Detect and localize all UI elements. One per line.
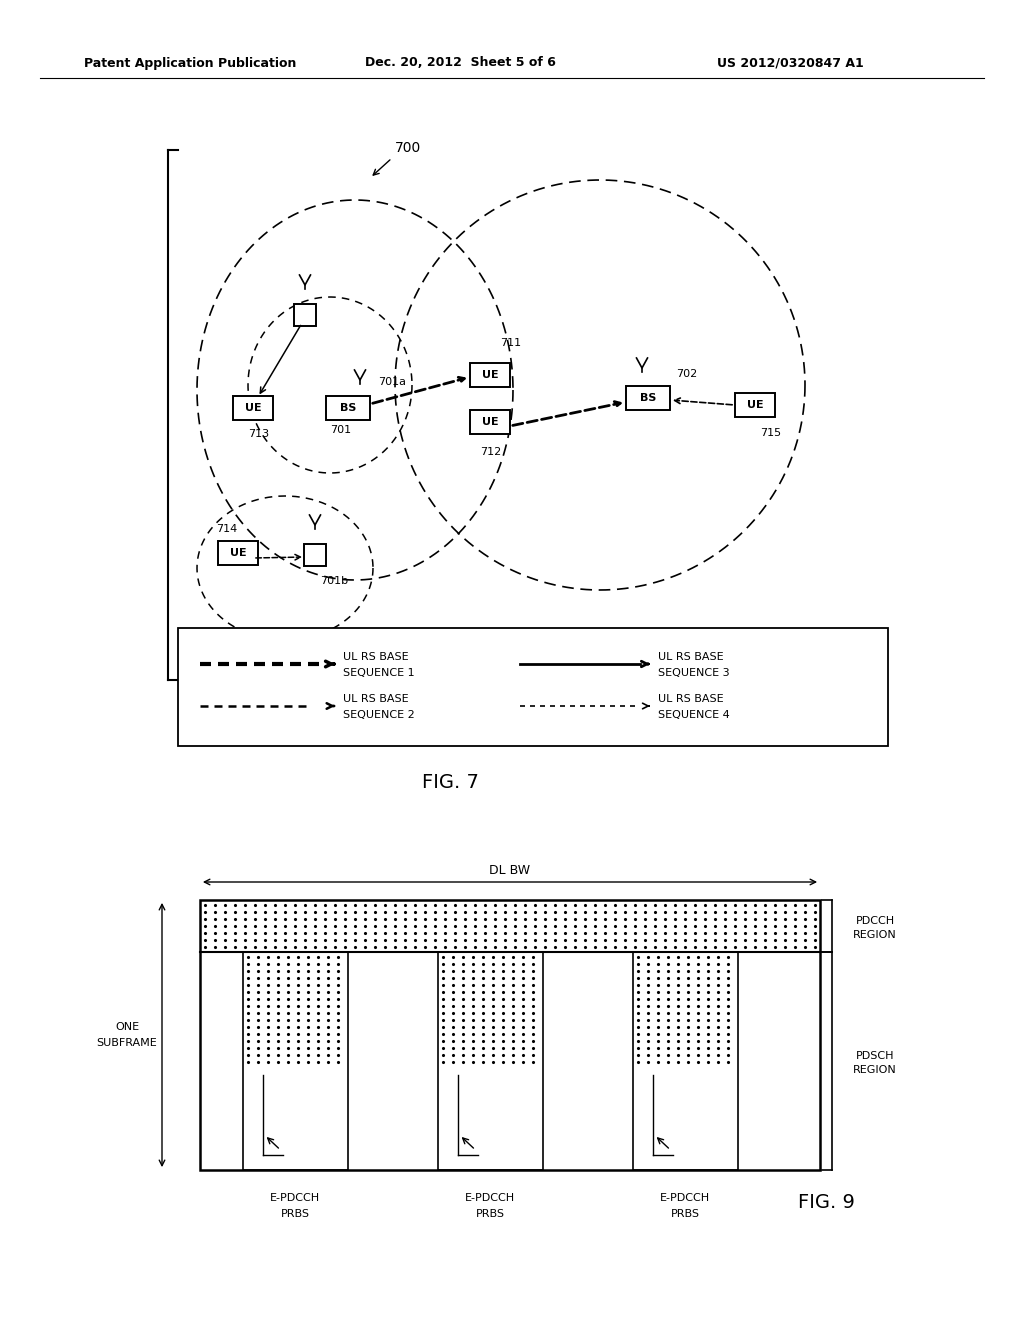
Text: UE: UE <box>245 403 261 413</box>
Text: UE: UE <box>481 370 499 380</box>
Text: 714: 714 <box>216 524 238 535</box>
Text: 701: 701 <box>330 425 351 436</box>
Text: 700: 700 <box>395 141 421 154</box>
Text: Patent Application Publication: Patent Application Publication <box>84 57 296 70</box>
FancyBboxPatch shape <box>326 396 370 420</box>
FancyBboxPatch shape <box>304 544 326 566</box>
Text: FIG. 7: FIG. 7 <box>422 772 478 792</box>
Text: PRBS: PRBS <box>475 1209 505 1218</box>
Text: 701b: 701b <box>319 576 348 586</box>
Text: PRBS: PRBS <box>671 1209 699 1218</box>
Text: FIG. 9: FIG. 9 <box>798 1192 854 1212</box>
Text: PRBS: PRBS <box>281 1209 309 1218</box>
Text: E-PDCCH: E-PDCCH <box>659 1193 710 1203</box>
Text: UL RS BASE: UL RS BASE <box>658 694 724 704</box>
Text: UE: UE <box>481 417 499 426</box>
FancyBboxPatch shape <box>178 628 888 746</box>
Text: REGION: REGION <box>853 931 897 940</box>
FancyBboxPatch shape <box>200 900 820 1170</box>
Text: 713: 713 <box>248 429 269 440</box>
Text: BS: BS <box>340 403 356 413</box>
Text: UE: UE <box>746 400 763 411</box>
FancyBboxPatch shape <box>218 541 258 565</box>
FancyBboxPatch shape <box>626 385 670 411</box>
Text: E-PDCCH: E-PDCCH <box>270 1193 321 1203</box>
FancyBboxPatch shape <box>245 1067 345 1166</box>
Text: 701a: 701a <box>378 378 406 387</box>
FancyBboxPatch shape <box>735 393 775 417</box>
FancyBboxPatch shape <box>439 1067 541 1166</box>
Text: SUBFRAME: SUBFRAME <box>96 1038 158 1048</box>
Text: PDCCH: PDCCH <box>855 916 895 927</box>
FancyBboxPatch shape <box>470 363 510 387</box>
Text: UL RS BASE: UL RS BASE <box>658 652 724 663</box>
Text: SEQUENCE 1: SEQUENCE 1 <box>343 668 415 678</box>
Text: UL RS BASE: UL RS BASE <box>343 652 409 663</box>
Text: 715: 715 <box>760 428 781 438</box>
Text: UL RS BASE: UL RS BASE <box>343 694 409 704</box>
Text: SEQUENCE 4: SEQUENCE 4 <box>658 710 730 719</box>
Text: SEQUENCE 3: SEQUENCE 3 <box>658 668 730 678</box>
Text: UE: UE <box>229 548 247 558</box>
Text: 712: 712 <box>480 447 502 457</box>
Text: ONE: ONE <box>115 1022 139 1032</box>
Text: SEQUENCE 2: SEQUENCE 2 <box>343 710 415 719</box>
Text: 711: 711 <box>500 338 521 348</box>
Text: BS: BS <box>640 393 656 403</box>
FancyBboxPatch shape <box>470 411 510 434</box>
Text: 702: 702 <box>676 370 697 379</box>
Text: PDSCH: PDSCH <box>856 1051 894 1061</box>
Text: E-PDCCH: E-PDCCH <box>465 1193 515 1203</box>
Text: REGION: REGION <box>853 1065 897 1074</box>
FancyBboxPatch shape <box>635 1067 735 1166</box>
Text: US 2012/0320847 A1: US 2012/0320847 A1 <box>717 57 863 70</box>
FancyBboxPatch shape <box>233 396 273 420</box>
FancyBboxPatch shape <box>294 304 316 326</box>
Text: DL BW: DL BW <box>489 863 530 876</box>
Text: Dec. 20, 2012  Sheet 5 of 6: Dec. 20, 2012 Sheet 5 of 6 <box>365 57 555 70</box>
